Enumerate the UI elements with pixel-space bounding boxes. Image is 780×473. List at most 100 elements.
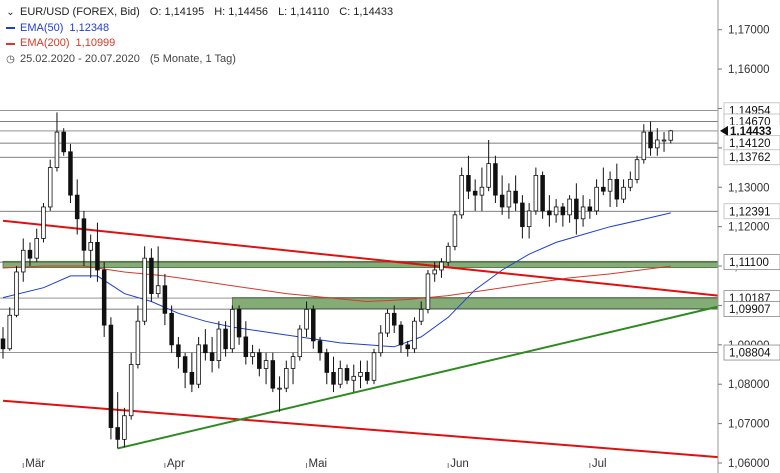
candle [162, 273, 168, 326]
candle [324, 348, 330, 385]
candle-body-down [540, 175, 545, 212]
ema50-label: EMA(50) [20, 21, 64, 34]
chart-legend: ⌄ EUR/USD (FOREX, Bid) O: 1,14195 H: 1,1… [6, 5, 393, 67]
candle-body-up [250, 352, 255, 358]
x-tick-label: Mär [25, 458, 45, 470]
ohlc-low: L: 1,14110 [278, 6, 330, 18]
candle-body-down [520, 202, 525, 228]
candle [257, 348, 262, 377]
candle-body-up [567, 198, 572, 216]
trendline-green-2 [117, 305, 719, 450]
ema200-value: 1,10999 [75, 37, 116, 49]
candle [243, 321, 249, 365]
candle-body-down [223, 328, 228, 350]
candle [108, 317, 114, 440]
candle-body-up [155, 285, 161, 295]
candle-body-up [7, 314, 13, 350]
candle-body-up [385, 312, 390, 334]
candle [560, 203, 566, 227]
candle-body-up [54, 131, 60, 168]
candle-body-down [398, 324, 404, 346]
candle-body-down [169, 312, 174, 346]
period-range: 25.02.2020 - 20.07.2020 [20, 52, 140, 65]
candle [398, 321, 404, 353]
candle-body-up [445, 245, 451, 263]
candle-body-up [263, 360, 269, 369]
y-tick-label: 1,06000 [728, 458, 770, 470]
candle [115, 392, 120, 449]
candle-body-down [176, 344, 181, 358]
candle-body-up [432, 269, 437, 275]
ema200-swatch [6, 42, 15, 45]
candle [621, 179, 626, 204]
candle-body-down [81, 218, 87, 251]
level-label: 1,14120 [729, 138, 771, 150]
candle [74, 179, 80, 235]
candle-body-up [14, 271, 19, 316]
candle [513, 175, 518, 211]
candle [344, 364, 350, 385]
candle-body-down [203, 344, 208, 354]
candle [41, 203, 46, 243]
candle-body-up [122, 415, 127, 440]
candle-body-down [614, 178, 620, 200]
legend-ema200-row[interactable]: EMA(200) 1,10999 [6, 36, 393, 52]
candle-body-up [142, 257, 147, 322]
candle-body-down [466, 175, 471, 192]
candle [655, 128, 660, 156]
candle-body-down [311, 308, 316, 342]
candle-body-up [621, 186, 626, 200]
candle-body-up [290, 356, 296, 369]
candle [176, 336, 181, 369]
ema50-line [2, 212, 671, 348]
candle-body-up [378, 332, 383, 354]
candle [587, 199, 593, 219]
candle [54, 112, 60, 172]
candle-body-up [230, 308, 235, 350]
candle [230, 305, 235, 353]
candle [391, 305, 397, 334]
current-price-marker [720, 125, 728, 136]
candle-body-up [425, 273, 431, 310]
candle [661, 132, 667, 152]
candle [128, 352, 134, 420]
candle [385, 309, 390, 337]
candle [61, 128, 66, 156]
ohlc-close: C: 1,14433 [339, 6, 394, 18]
candle-body-up [479, 186, 485, 196]
level-label-box [723, 344, 780, 361]
candle [277, 376, 282, 412]
candle [169, 305, 174, 353]
candle-body-up [351, 375, 357, 381]
candle-body-up [526, 210, 532, 228]
candle-body-down [391, 312, 397, 326]
trendline-red-1 [2, 399, 719, 459]
candle-body-down [243, 336, 249, 358]
candle [0, 327, 6, 359]
candle [250, 344, 255, 365]
candle-body-down [27, 249, 33, 259]
candle-body-down [101, 269, 107, 326]
candle-body-up [486, 163, 491, 188]
candle [459, 167, 464, 219]
legend-ema50-row[interactable]: EMA(50) 1,12348 [6, 21, 393, 37]
candle-body-up [128, 364, 134, 417]
candle-body-up [459, 175, 464, 216]
candle-body-down [344, 368, 350, 381]
candle [317, 336, 323, 361]
candle [432, 262, 437, 282]
ema200-label: EMA(200) [20, 37, 70, 49]
legend-period-row: ◷ 25.02.2020 - 20.07.2020 (5 Monate, 1 T… [6, 52, 393, 68]
candle [425, 269, 431, 314]
candle [236, 305, 242, 345]
candle-body-up [20, 249, 26, 273]
level-label: 1,08804 [729, 348, 771, 360]
candle-body-down [257, 352, 262, 369]
candle [358, 360, 363, 389]
collapse-chevron-icon[interactable]: ⌄ [6, 7, 15, 18]
candle-body-up [452, 214, 458, 247]
candle [466, 155, 471, 200]
ohlc-open: O: 1,14195 [149, 6, 205, 18]
